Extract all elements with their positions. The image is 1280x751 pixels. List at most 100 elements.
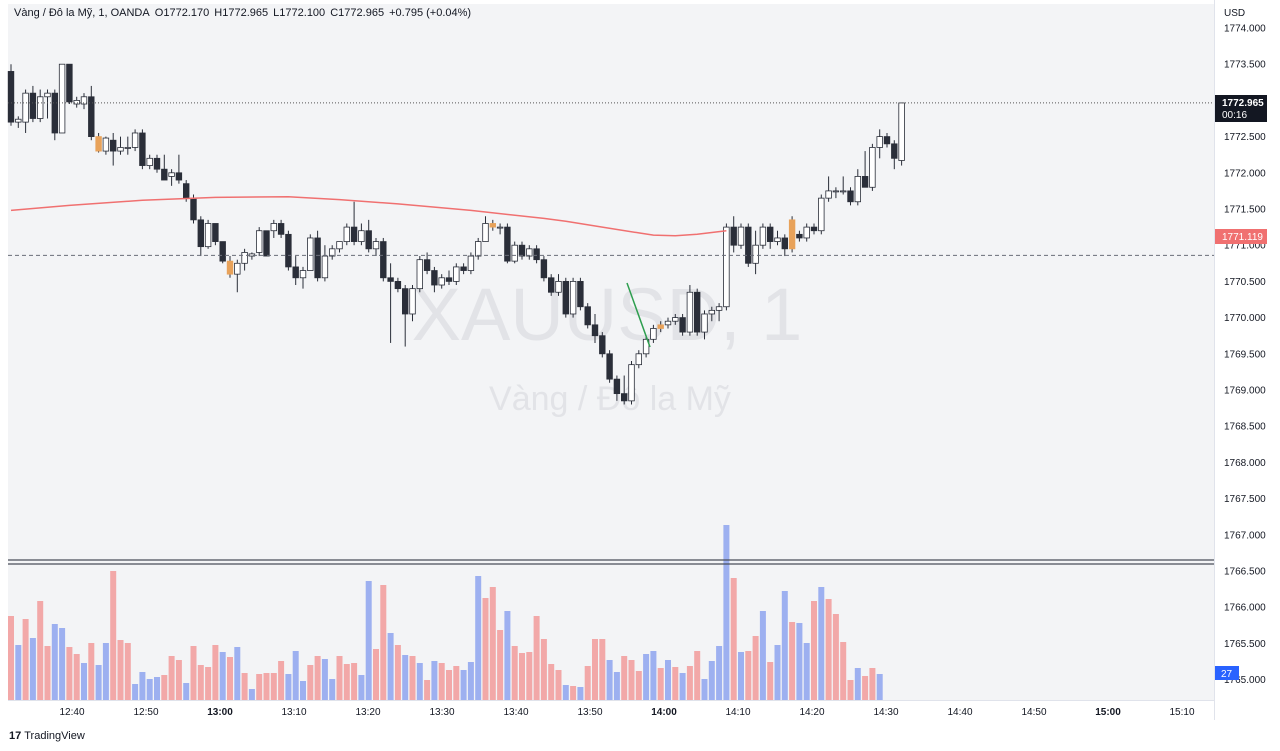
- candle-body[interactable]: [270, 223, 277, 232]
- candle-body[interactable]: [37, 96, 44, 119]
- candle-body[interactable]: [708, 309, 715, 315]
- candle-body[interactable]: [599, 335, 606, 355]
- candle-body[interactable]: [767, 226, 774, 242]
- candle-body[interactable]: [642, 338, 650, 355]
- candle-body[interactable]: [694, 291, 701, 333]
- candle-body[interactable]: [548, 277, 555, 293]
- candle-body[interactable]: [255, 230, 263, 253]
- candle-body[interactable]: [518, 244, 526, 257]
- candle-body[interactable]: [555, 280, 562, 293]
- candle-body[interactable]: [22, 92, 29, 123]
- candle-body[interactable]: [190, 197, 197, 221]
- candle-body[interactable]: [314, 237, 321, 279]
- candle-body[interactable]: [788, 219, 796, 250]
- candle-body[interactable]: [781, 237, 788, 250]
- candle-body[interactable]: [7, 71, 15, 123]
- candle-body[interactable]: [723, 226, 730, 308]
- candle-body[interactable]: [774, 237, 781, 242]
- candle-body[interactable]: [526, 248, 533, 257]
- candle-body[interactable]: [613, 378, 621, 395]
- candle-body[interactable]: [343, 226, 350, 242]
- candle-body[interactable]: [672, 317, 679, 322]
- candle-body[interactable]: [847, 190, 854, 203]
- candle-body[interactable]: [496, 226, 504, 229]
- candle-body[interactable]: [204, 223, 212, 248]
- candle-body[interactable]: [635, 353, 642, 366]
- candle-body[interactable]: [453, 266, 460, 282]
- candle-body[interactable]: [80, 96, 88, 105]
- candle-body[interactable]: [401, 288, 409, 315]
- candle-body[interactable]: [66, 63, 73, 103]
- candle-body[interactable]: [715, 306, 723, 311]
- candle-body[interactable]: [861, 176, 869, 188]
- candle-body[interactable]: [540, 259, 548, 279]
- candle-body[interactable]: [117, 147, 124, 152]
- candle-body[interactable]: [818, 197, 825, 232]
- candle-body[interactable]: [110, 139, 117, 152]
- candle-body[interactable]: [73, 100, 80, 105]
- candle-body[interactable]: [584, 306, 591, 326]
- candle-body[interactable]: [876, 136, 883, 148]
- candle-body[interactable]: [58, 63, 66, 134]
- candle-body[interactable]: [664, 320, 672, 326]
- candle-body[interactable]: [474, 241, 482, 257]
- candle-body[interactable]: [88, 96, 95, 137]
- candle-body[interactable]: [737, 226, 745, 246]
- candle-body[interactable]: [431, 270, 438, 286]
- candle-body[interactable]: [328, 248, 336, 257]
- candle-body[interactable]: [292, 266, 299, 279]
- pane-separator[interactable]: [8, 559, 1214, 565]
- candle-body[interactable]: [883, 136, 891, 145]
- candle-body[interactable]: [854, 176, 861, 203]
- candle-body[interactable]: [409, 288, 416, 315]
- candle-body[interactable]: [197, 219, 204, 248]
- candle-body[interactable]: [810, 226, 818, 232]
- candle-body[interactable]: [263, 230, 270, 257]
- candle-body[interactable]: [153, 157, 161, 170]
- candle-body[interactable]: [387, 277, 394, 282]
- candle-body[interactable]: [15, 118, 22, 123]
- legend-symbol[interactable]: Vàng / Đô la Mỹ, 1, OANDA: [14, 7, 150, 19]
- candle-body[interactable]: [686, 291, 694, 333]
- candle-body[interactable]: [745, 226, 752, 264]
- candle-body[interactable]: [752, 244, 759, 264]
- candle-body[interactable]: [358, 230, 365, 242]
- candle-body[interactable]: [825, 190, 832, 199]
- candle-body[interactable]: [307, 237, 314, 271]
- candle-body[interactable]: [241, 252, 248, 264]
- candle-body[interactable]: [511, 244, 518, 262]
- candle-body[interactable]: [803, 226, 810, 239]
- candle-body[interactable]: [277, 223, 285, 235]
- candle-body[interactable]: [438, 277, 445, 286]
- candle-body[interactable]: [606, 353, 613, 380]
- candle-body[interactable]: [562, 280, 569, 315]
- candle-body[interactable]: [102, 137, 110, 152]
- candle-body[interactable]: [650, 328, 657, 340]
- candle-body[interactable]: [175, 172, 183, 181]
- candle-body[interactable]: [577, 280, 584, 308]
- candle-body[interactable]: [146, 157, 153, 166]
- candle-body[interactable]: [226, 260, 234, 275]
- candle-body[interactable]: [95, 136, 102, 152]
- candle-body[interactable]: [467, 255, 475, 271]
- candle-body[interactable]: [759, 226, 767, 246]
- candle-body[interactable]: [679, 317, 686, 333]
- candle-body[interactable]: [489, 223, 496, 228]
- candle-body[interactable]: [533, 248, 540, 261]
- candle-body[interactable]: [416, 259, 423, 290]
- tradingview-branding[interactable]: 17 TradingView: [9, 730, 85, 742]
- candle-body[interactable]: [460, 266, 467, 271]
- candle-body[interactable]: [234, 262, 241, 275]
- candle-body[interactable]: [591, 324, 599, 337]
- candle-body[interactable]: [730, 226, 737, 246]
- candle-body[interactable]: [796, 233, 803, 239]
- plot-area[interactable]: [8, 4, 1214, 700]
- candle-body[interactable]: [29, 92, 37, 119]
- candle-body[interactable]: [299, 270, 307, 279]
- candle-body[interactable]: [840, 190, 847, 193]
- candle-body[interactable]: [569, 280, 577, 315]
- candle-body[interactable]: [423, 259, 431, 271]
- candle-body[interactable]: [182, 183, 190, 199]
- candle-body[interactable]: [139, 132, 146, 166]
- candle-body[interactable]: [832, 190, 840, 193]
